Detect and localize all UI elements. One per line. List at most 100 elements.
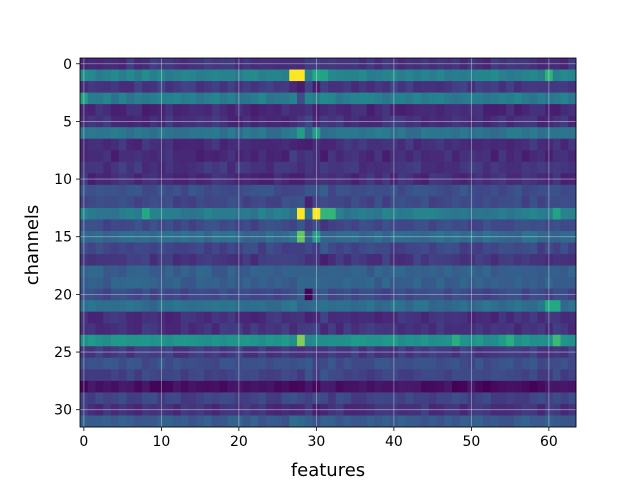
heatmap-cell — [545, 392, 554, 405]
heatmap-cell — [180, 265, 189, 278]
heatmap-cell — [134, 196, 143, 209]
heatmap-cell — [219, 115, 228, 128]
heatmap-cell — [467, 265, 476, 278]
heatmap-cell — [142, 403, 151, 416]
heatmap-cell — [382, 311, 391, 324]
heatmap-cell — [312, 288, 321, 301]
heatmap-cell — [421, 415, 430, 428]
heatmap-cell — [490, 115, 499, 128]
heatmap-cell — [545, 277, 554, 290]
heatmap-cell — [126, 323, 135, 336]
heatmap-cell — [312, 392, 321, 405]
heatmap-cell — [289, 277, 298, 290]
heatmap-cell — [126, 230, 135, 243]
heatmap-cell — [289, 138, 298, 151]
heatmap-cell — [436, 69, 445, 82]
heatmap-cell — [328, 346, 337, 359]
heatmap-cell — [568, 392, 577, 405]
heatmap-cell — [312, 150, 321, 163]
heatmap-cell — [459, 230, 468, 243]
heatmap-cell — [436, 357, 445, 370]
heatmap-cell — [142, 58, 151, 70]
heatmap-cell — [335, 346, 344, 359]
heatmap-cell — [219, 277, 228, 290]
heatmap-cell — [312, 369, 321, 382]
heatmap-cell — [537, 242, 546, 255]
heatmap-cell — [498, 219, 507, 232]
heatmap-cell — [297, 115, 306, 128]
heatmap-cell — [328, 207, 337, 220]
heatmap-cell — [545, 81, 554, 93]
heatmap-cell — [506, 207, 515, 220]
heatmap-cell — [475, 300, 484, 313]
heatmap-cell — [312, 277, 321, 290]
y-axis-label: channels — [22, 205, 43, 286]
heatmap-cell — [111, 92, 120, 105]
heatmap-cell — [397, 277, 406, 290]
heatmap-cell — [103, 207, 112, 220]
heatmap-cell — [428, 104, 437, 117]
y-tick-label: 15 — [54, 230, 72, 246]
heatmap-cell — [242, 127, 251, 140]
heatmap-cell — [374, 58, 383, 70]
heatmap-cell — [87, 242, 96, 255]
heatmap-cell — [103, 369, 112, 382]
heatmap-cell — [219, 150, 228, 163]
heatmap-cell — [452, 219, 461, 232]
heatmap-cell — [258, 173, 267, 186]
heatmap-cell — [304, 69, 313, 82]
heatmap-cell — [103, 161, 112, 174]
heatmap-cell — [242, 357, 251, 370]
heatmap-cell — [103, 346, 112, 359]
heatmap-cell — [366, 196, 375, 209]
heatmap-cell — [204, 69, 213, 82]
heatmap-cell — [289, 369, 298, 382]
heatmap-cell — [211, 207, 220, 220]
heatmap-cell — [258, 311, 267, 324]
heatmap-cell — [173, 334, 182, 347]
heatmap-cell — [552, 277, 561, 290]
heatmap-cell — [188, 369, 197, 382]
heatmap-cell — [273, 173, 282, 186]
heatmap-cell — [304, 196, 313, 209]
heatmap-cell — [211, 81, 220, 93]
heatmap-cell — [312, 127, 321, 140]
heatmap-cell — [351, 104, 360, 117]
heatmap-cell — [281, 357, 290, 370]
heatmap-cell — [242, 184, 251, 197]
heatmap-cell — [118, 161, 127, 174]
heatmap-cell — [521, 104, 530, 117]
heatmap-cell — [196, 207, 205, 220]
heatmap-cell — [428, 207, 437, 220]
heatmap-cell — [281, 346, 290, 359]
heatmap-cell — [304, 92, 313, 105]
heatmap-cell — [351, 161, 360, 174]
heatmap-cell — [459, 219, 468, 232]
heatmap-cell — [483, 184, 492, 197]
heatmap-cell — [157, 415, 166, 428]
heatmap-cell — [514, 323, 523, 336]
heatmap-cell — [134, 207, 143, 220]
heatmap-cell — [173, 346, 182, 359]
heatmap-cell — [436, 311, 445, 324]
heatmap-cell — [467, 277, 476, 290]
heatmap-cell — [157, 392, 166, 405]
heatmap-cell — [351, 380, 360, 393]
heatmap-cell — [258, 254, 267, 266]
heatmap-cell — [529, 138, 538, 151]
heatmap-cell — [421, 380, 430, 393]
heatmap-cell — [397, 127, 406, 140]
heatmap-cell — [242, 69, 251, 82]
heatmap-cell — [219, 230, 228, 243]
heatmap-cell — [568, 380, 577, 393]
heatmap-cell — [320, 300, 329, 313]
heatmap-cell — [118, 115, 127, 128]
heatmap-cell — [173, 380, 182, 393]
heatmap-cell — [149, 207, 158, 220]
heatmap-cell — [80, 357, 89, 370]
heatmap-cell — [227, 357, 236, 370]
heatmap-cell — [80, 69, 89, 82]
heatmap-cell — [467, 173, 476, 186]
heatmap-cell — [552, 392, 561, 405]
heatmap-cell — [134, 357, 143, 370]
